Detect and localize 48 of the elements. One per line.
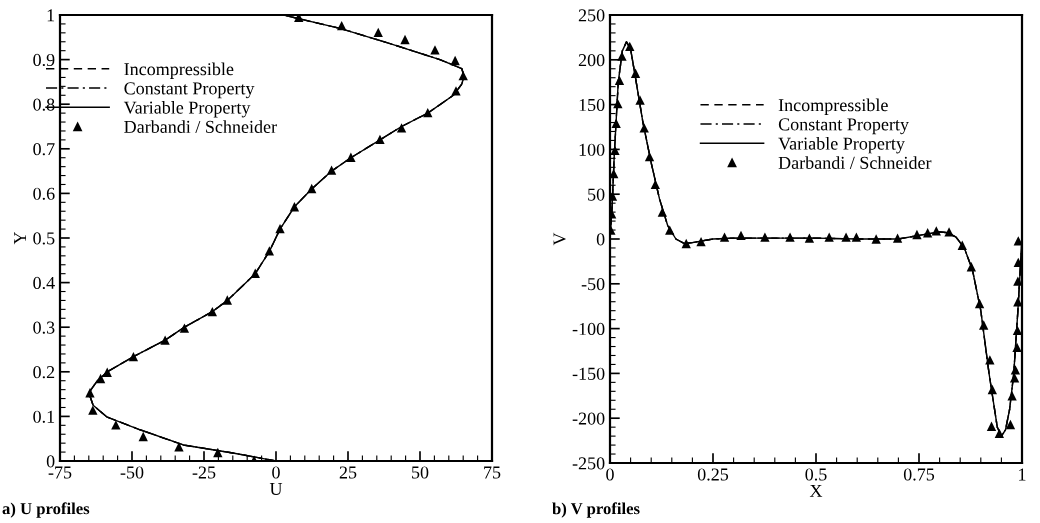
x-tick-label: 0 bbox=[606, 468, 614, 481]
y-tick-label: 0.6 bbox=[33, 187, 55, 200]
legend-label: Variable Property bbox=[778, 137, 905, 154]
y-axis-title: V bbox=[553, 232, 566, 246]
x-tick-label: 0.25 bbox=[697, 468, 729, 481]
y-axis-title: Y bbox=[14, 231, 26, 245]
x-tick-label: 0.75 bbox=[903, 468, 935, 481]
x-tick-label: -75 bbox=[48, 466, 72, 479]
y-tick-label: 1 bbox=[47, 9, 55, 22]
legend-label: Constant Property bbox=[124, 82, 255, 99]
y-tick-label: -50 bbox=[581, 278, 605, 291]
y-tick-label: -200 bbox=[572, 412, 605, 425]
y-tick-label: 0.9 bbox=[33, 53, 55, 67]
y-tick-label: 0.7 bbox=[33, 143, 55, 156]
text: a) U profiles bbox=[2, 502, 90, 518]
y-tick-label: -250 bbox=[572, 457, 605, 470]
legend-label: Darbandi / Schneider bbox=[778, 156, 932, 169]
x-axis-title: U bbox=[269, 482, 283, 495]
x-axis-title: X bbox=[809, 484, 823, 497]
legend-label: Constant Property bbox=[778, 118, 909, 135]
x-tick-label: 0.5 bbox=[805, 468, 827, 481]
legend-label: Incompressible bbox=[778, 98, 888, 115]
y-tick-label: 0 bbox=[46, 455, 55, 468]
y-tick-label: 0.3 bbox=[33, 321, 55, 334]
legend-label: Incompressible bbox=[124, 62, 234, 79]
x-tick-label: 1 bbox=[1019, 468, 1026, 481]
x-tick-label: 50 bbox=[412, 466, 429, 479]
y-tick-label: -150 bbox=[572, 367, 605, 380]
y-tick-label: 50 bbox=[588, 188, 605, 201]
x-tick-label: 75 bbox=[484, 466, 501, 479]
y-tick-label: 0.5 bbox=[33, 232, 55, 245]
y-tick-label: 0.8 bbox=[33, 98, 55, 111]
x-tick-label: 0 bbox=[272, 466, 280, 479]
y-tick-label: 250 bbox=[578, 9, 605, 22]
x-tick-label: -50 bbox=[120, 466, 144, 479]
y-tick-label: 0.4 bbox=[33, 276, 55, 290]
y-tick-label: 200 bbox=[578, 54, 605, 67]
legend-label: Variable Property bbox=[123, 101, 251, 118]
x-tick-label: -25 bbox=[192, 466, 216, 479]
y-tick-label: -100 bbox=[572, 322, 605, 336]
legend-label: Darbandi / Schneider bbox=[124, 120, 277, 133]
text: b) V profiles bbox=[552, 502, 640, 518]
y-tick-label: 0.2 bbox=[33, 366, 55, 379]
y-tick-label: 0.1 bbox=[33, 410, 55, 423]
y-tick-label: 0 bbox=[596, 233, 605, 246]
x-tick-label: 25 bbox=[339, 466, 357, 479]
y-tick-label: 100 bbox=[579, 143, 605, 156]
y-tick-label: 150 bbox=[579, 98, 605, 112]
